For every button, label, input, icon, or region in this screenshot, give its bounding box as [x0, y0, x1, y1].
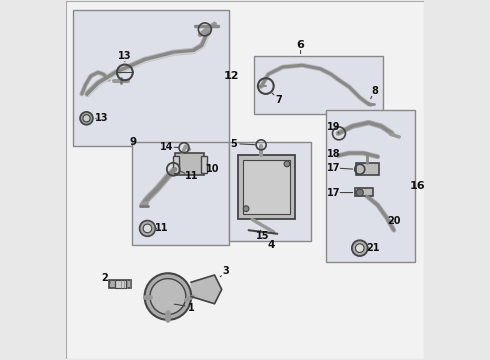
- Text: 2: 2: [101, 273, 108, 283]
- Text: 10: 10: [206, 164, 220, 174]
- Text: 15: 15: [255, 231, 269, 240]
- Text: 6: 6: [296, 40, 304, 50]
- Bar: [356, 163, 379, 175]
- Circle shape: [83, 115, 90, 122]
- Bar: [201, 156, 207, 173]
- Text: 1: 1: [188, 303, 195, 313]
- Bar: [229, 142, 311, 241]
- Text: 18: 18: [327, 149, 341, 159]
- Circle shape: [284, 161, 290, 167]
- Text: 17: 17: [327, 188, 341, 198]
- Text: 17: 17: [327, 163, 341, 173]
- Text: 5: 5: [230, 139, 237, 149]
- Bar: [238, 155, 295, 220]
- Text: 8: 8: [371, 86, 378, 96]
- Text: 11: 11: [155, 224, 169, 233]
- Text: 4: 4: [267, 240, 274, 250]
- Bar: [254, 56, 383, 114]
- Bar: [175, 153, 204, 175]
- Text: 11: 11: [184, 171, 198, 181]
- Text: 13: 13: [95, 113, 108, 123]
- Text: 3: 3: [222, 266, 229, 276]
- Circle shape: [352, 240, 368, 256]
- Text: 14: 14: [160, 142, 174, 152]
- Text: 16: 16: [410, 181, 425, 191]
- Bar: [243, 160, 290, 214]
- Text: 7: 7: [275, 95, 282, 105]
- Text: 13: 13: [118, 51, 132, 61]
- Bar: [109, 280, 131, 288]
- Bar: [132, 142, 229, 244]
- Text: 9: 9: [129, 137, 137, 147]
- Circle shape: [150, 279, 186, 315]
- Text: 20: 20: [387, 216, 400, 226]
- Circle shape: [356, 189, 364, 196]
- Circle shape: [143, 224, 152, 233]
- Text: 12: 12: [223, 71, 239, 81]
- Text: 19: 19: [327, 122, 341, 132]
- Polygon shape: [191, 275, 221, 304]
- Text: 21: 21: [366, 243, 379, 253]
- Circle shape: [140, 221, 155, 236]
- Bar: [355, 188, 373, 196]
- Circle shape: [243, 206, 249, 212]
- Circle shape: [145, 273, 191, 320]
- Circle shape: [80, 112, 93, 125]
- Circle shape: [355, 244, 364, 252]
- Bar: [73, 10, 229, 146]
- Bar: [326, 110, 416, 262]
- Bar: [115, 280, 125, 288]
- Bar: [172, 156, 179, 173]
